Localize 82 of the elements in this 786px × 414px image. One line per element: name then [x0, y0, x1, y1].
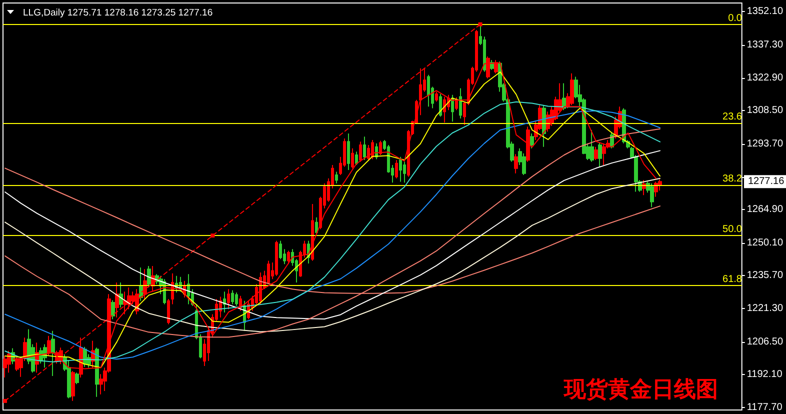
candlestick — [526, 126, 530, 162]
candlestick — [522, 152, 526, 176]
candlestick — [602, 142, 606, 166]
candlestick — [351, 148, 354, 169]
candlestick — [287, 250, 290, 265]
annotation: 61.8 — [722, 274, 742, 285]
candlestick — [594, 146, 598, 160]
candlestick — [235, 292, 238, 306]
point — [478, 22, 482, 26]
candlestick — [95, 347, 99, 398]
candlestick — [654, 181, 658, 198]
candlestick — [455, 96, 458, 111]
candlestick — [315, 216, 318, 235]
y-tick-label: 1177.70 — [746, 402, 783, 413]
candlestick — [267, 260, 270, 285]
candlestick — [459, 88, 462, 119]
candlestick — [443, 96, 446, 124]
y-tick-label: 1322.90 — [746, 72, 784, 84]
y-tick-label: 1337.30 — [746, 40, 784, 51]
y-tick-label: 1293.70 — [746, 138, 784, 150]
candlestick — [311, 204, 314, 262]
candlestick — [363, 136, 366, 160]
annotation: 38.2 — [722, 174, 742, 185]
candlestick — [403, 161, 406, 184]
candlestick — [123, 291, 127, 315]
candlestick — [239, 295, 242, 312]
y-tick-label: 1308.50 — [746, 105, 784, 116]
candlestick — [335, 171, 338, 184]
candlestick — [279, 240, 282, 260]
annotation: 现货黄金日线图 — [563, 376, 718, 402]
candlestick — [359, 141, 362, 162]
candlestick — [171, 272, 174, 305]
candlestick — [143, 268, 147, 300]
candlestick — [598, 142, 602, 168]
candlestick — [3, 355, 7, 378]
candlestick — [590, 130, 594, 162]
candlestick — [435, 91, 438, 102]
candlestick — [347, 132, 350, 170]
candlestick — [427, 74, 430, 108]
candlestick — [71, 370, 75, 402]
candlestick — [75, 372, 79, 385]
y-tick-label: 1235.70 — [746, 270, 784, 282]
candlestick — [167, 298, 170, 325]
annotation: 23.6 — [722, 112, 742, 123]
candlestick — [115, 282, 119, 318]
y-tick-label: 1206.50 — [746, 336, 784, 348]
point — [2, 398, 7, 403]
candlestick — [275, 240, 278, 276]
text: 1277.16 — [748, 176, 785, 188]
annotation: 0.0 — [728, 12, 742, 24]
candlestick — [650, 182, 654, 208]
candlestick — [530, 132, 534, 149]
candlestick — [223, 291, 226, 313]
candlestick — [147, 265, 151, 288]
candlestick — [439, 93, 442, 118]
line-series — [4, 128, 660, 338]
candlestick — [139, 267, 143, 302]
text: LLG,Daily 1275.71 1278.16 1273.25 1277.16 — [23, 8, 213, 18]
candlestick — [514, 154, 518, 174]
y-tick-label: 1192.10 — [746, 369, 783, 380]
candlestick — [451, 94, 454, 122]
candlestick — [47, 335, 51, 356]
candlestick — [379, 140, 382, 156]
y-tick-label: 1352.10 — [746, 6, 784, 18]
candlestick — [419, 68, 422, 116]
candlestick — [51, 330, 55, 376]
candlestick — [355, 151, 358, 166]
candlestick — [231, 290, 234, 305]
candlestick — [395, 159, 398, 179]
y-tick-label: 1264.90 — [746, 204, 784, 215]
candlestick — [371, 140, 374, 160]
candlestick — [119, 282, 123, 308]
candlestick — [399, 156, 402, 182]
candlestick — [570, 72, 574, 106]
line-series — [4, 178, 660, 332]
y-tick-label: 1250.10 — [746, 238, 784, 249]
point — [210, 234, 215, 238]
y-tick-label: 1221.30 — [746, 302, 784, 314]
candlestick — [187, 274, 190, 305]
candlestick — [111, 300, 115, 320]
annotation: 50.0 — [722, 224, 742, 236]
candlestick — [227, 288, 230, 310]
